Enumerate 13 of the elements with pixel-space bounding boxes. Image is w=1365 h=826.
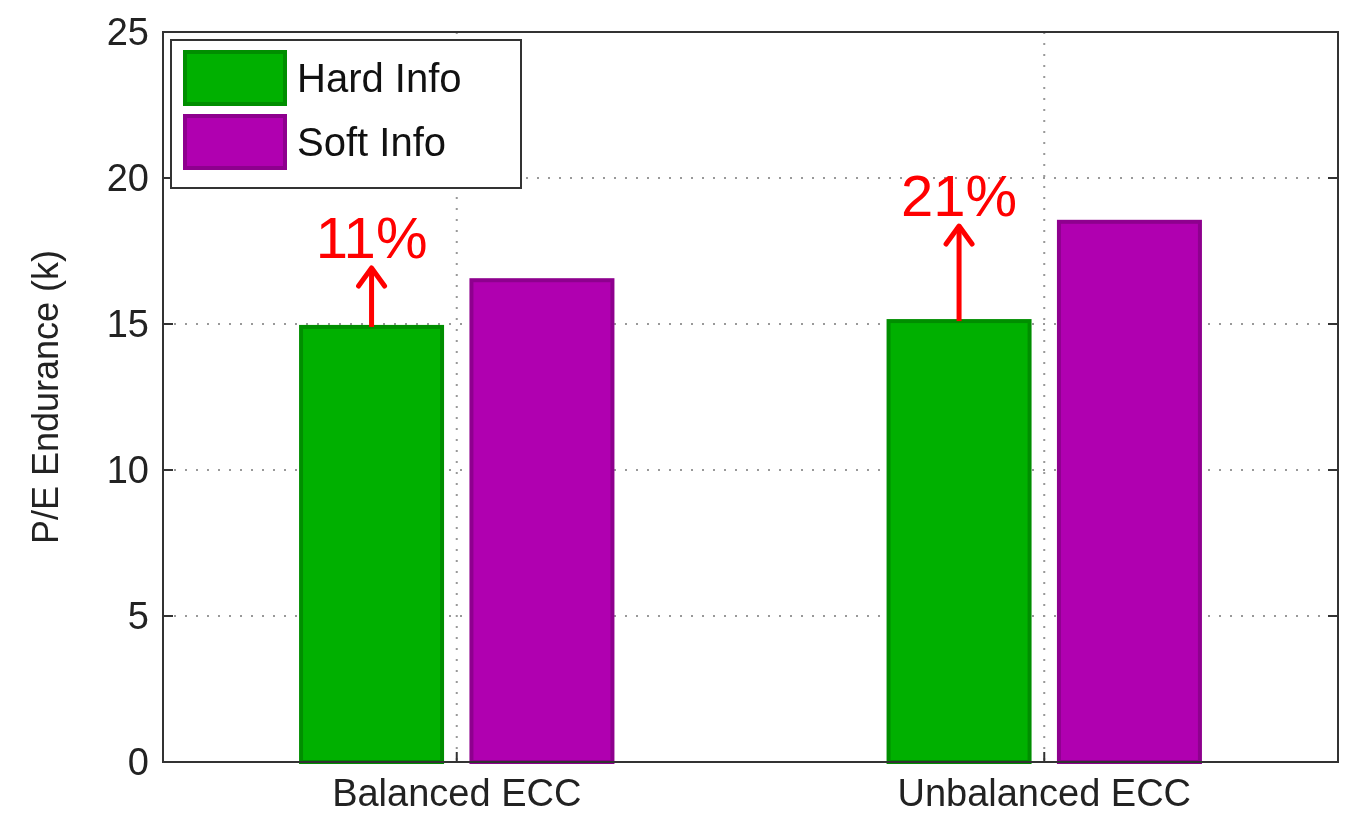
y-tick-label: 20 (106, 157, 149, 200)
y-tick-label: 15 (106, 303, 149, 346)
legend-label: Hard Info (297, 56, 462, 100)
y-tick-label: 0 (127, 741, 149, 784)
x-tick-label: Unbalanced ECC (897, 772, 1192, 814)
annotation: 11% (315, 205, 428, 270)
y-tick-label: 5 (127, 595, 149, 638)
y-tick-label: 25 (106, 11, 149, 54)
annotation: 21% (901, 163, 1018, 229)
x-tick-label: Balanced ECC (332, 772, 582, 814)
legend-label: Soft Info (297, 120, 446, 164)
y-axis-title: P/E Endurance (k) (25, 249, 66, 545)
y-tick-label: 10 (106, 449, 149, 492)
